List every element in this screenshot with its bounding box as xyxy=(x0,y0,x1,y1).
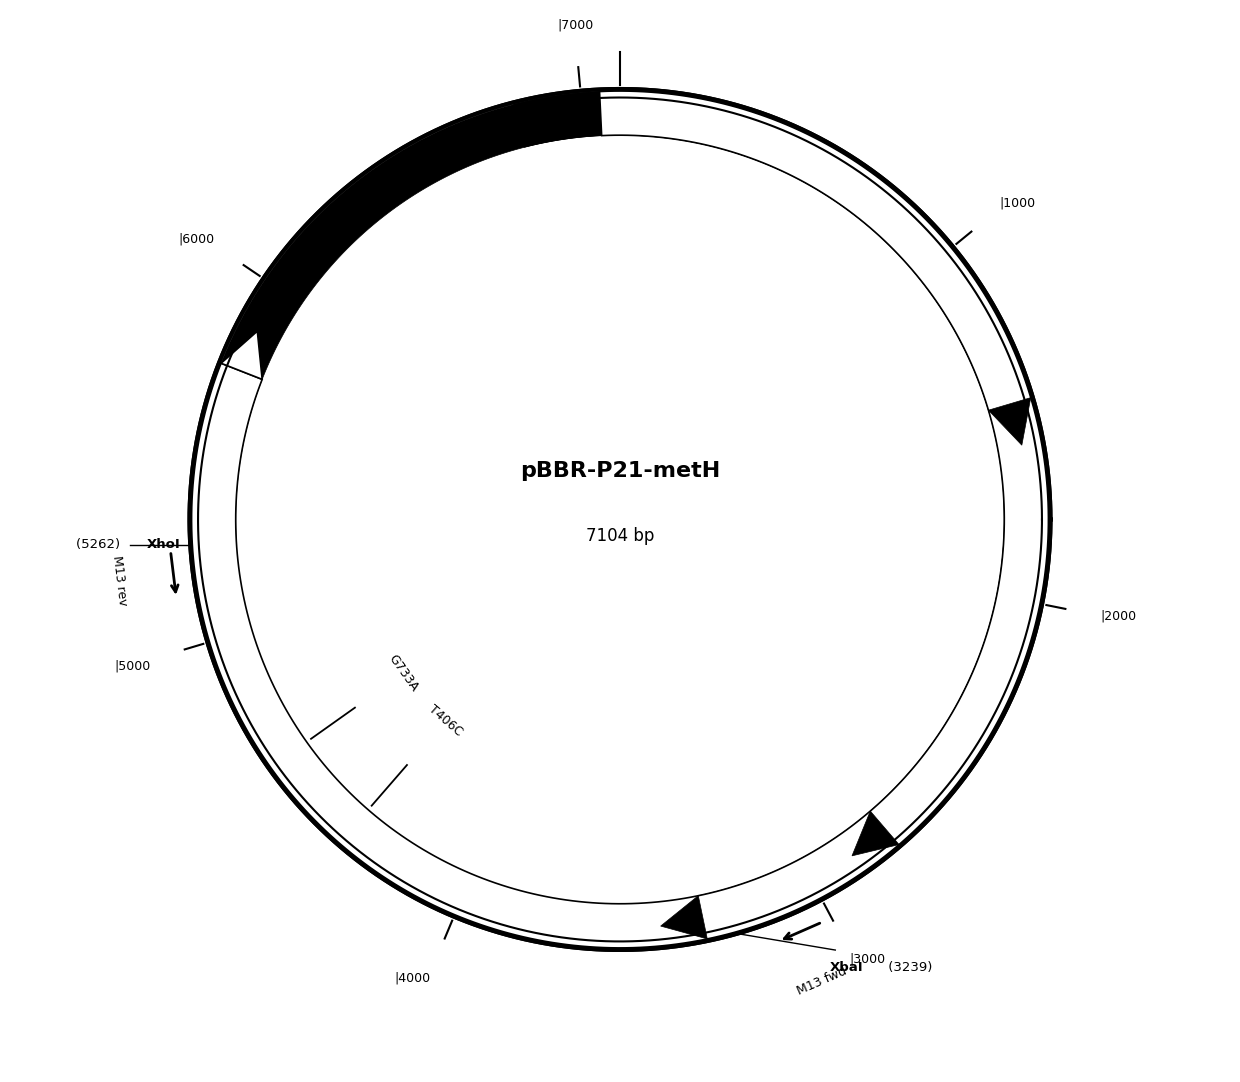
Text: T406C: T406C xyxy=(427,702,465,738)
Text: (3239): (3239) xyxy=(884,961,932,974)
Text: |3000: |3000 xyxy=(849,952,885,965)
Text: 7104 bp: 7104 bp xyxy=(585,527,655,544)
Polygon shape xyxy=(852,812,899,856)
Text: NeoR/KanR: NeoR/KanR xyxy=(347,161,419,217)
Text: XhoI: XhoI xyxy=(148,538,181,551)
Text: G733A: G733A xyxy=(386,652,420,695)
Polygon shape xyxy=(513,91,1030,410)
Text: (5262): (5262) xyxy=(77,538,125,551)
Polygon shape xyxy=(191,91,1048,939)
Polygon shape xyxy=(221,331,262,380)
Polygon shape xyxy=(870,491,1049,845)
Text: XbaI: XbaI xyxy=(830,961,863,974)
Polygon shape xyxy=(988,398,1030,445)
Text: |2000: |2000 xyxy=(1100,609,1136,622)
Text: |5000: |5000 xyxy=(114,660,151,673)
Text: M13 rev: M13 rev xyxy=(110,555,129,607)
Text: M13 fwd: M13 fwd xyxy=(795,964,849,998)
Text: |6000: |6000 xyxy=(179,233,215,246)
Text: pBBR-P21-metH: pBBR-P21-metH xyxy=(520,461,720,481)
Text: |7000: |7000 xyxy=(557,18,593,31)
Text: |1000: |1000 xyxy=(999,196,1035,209)
Polygon shape xyxy=(661,896,707,939)
Text: metH: metH xyxy=(352,823,394,860)
Text: |4000: |4000 xyxy=(394,972,432,985)
Polygon shape xyxy=(191,91,1049,948)
